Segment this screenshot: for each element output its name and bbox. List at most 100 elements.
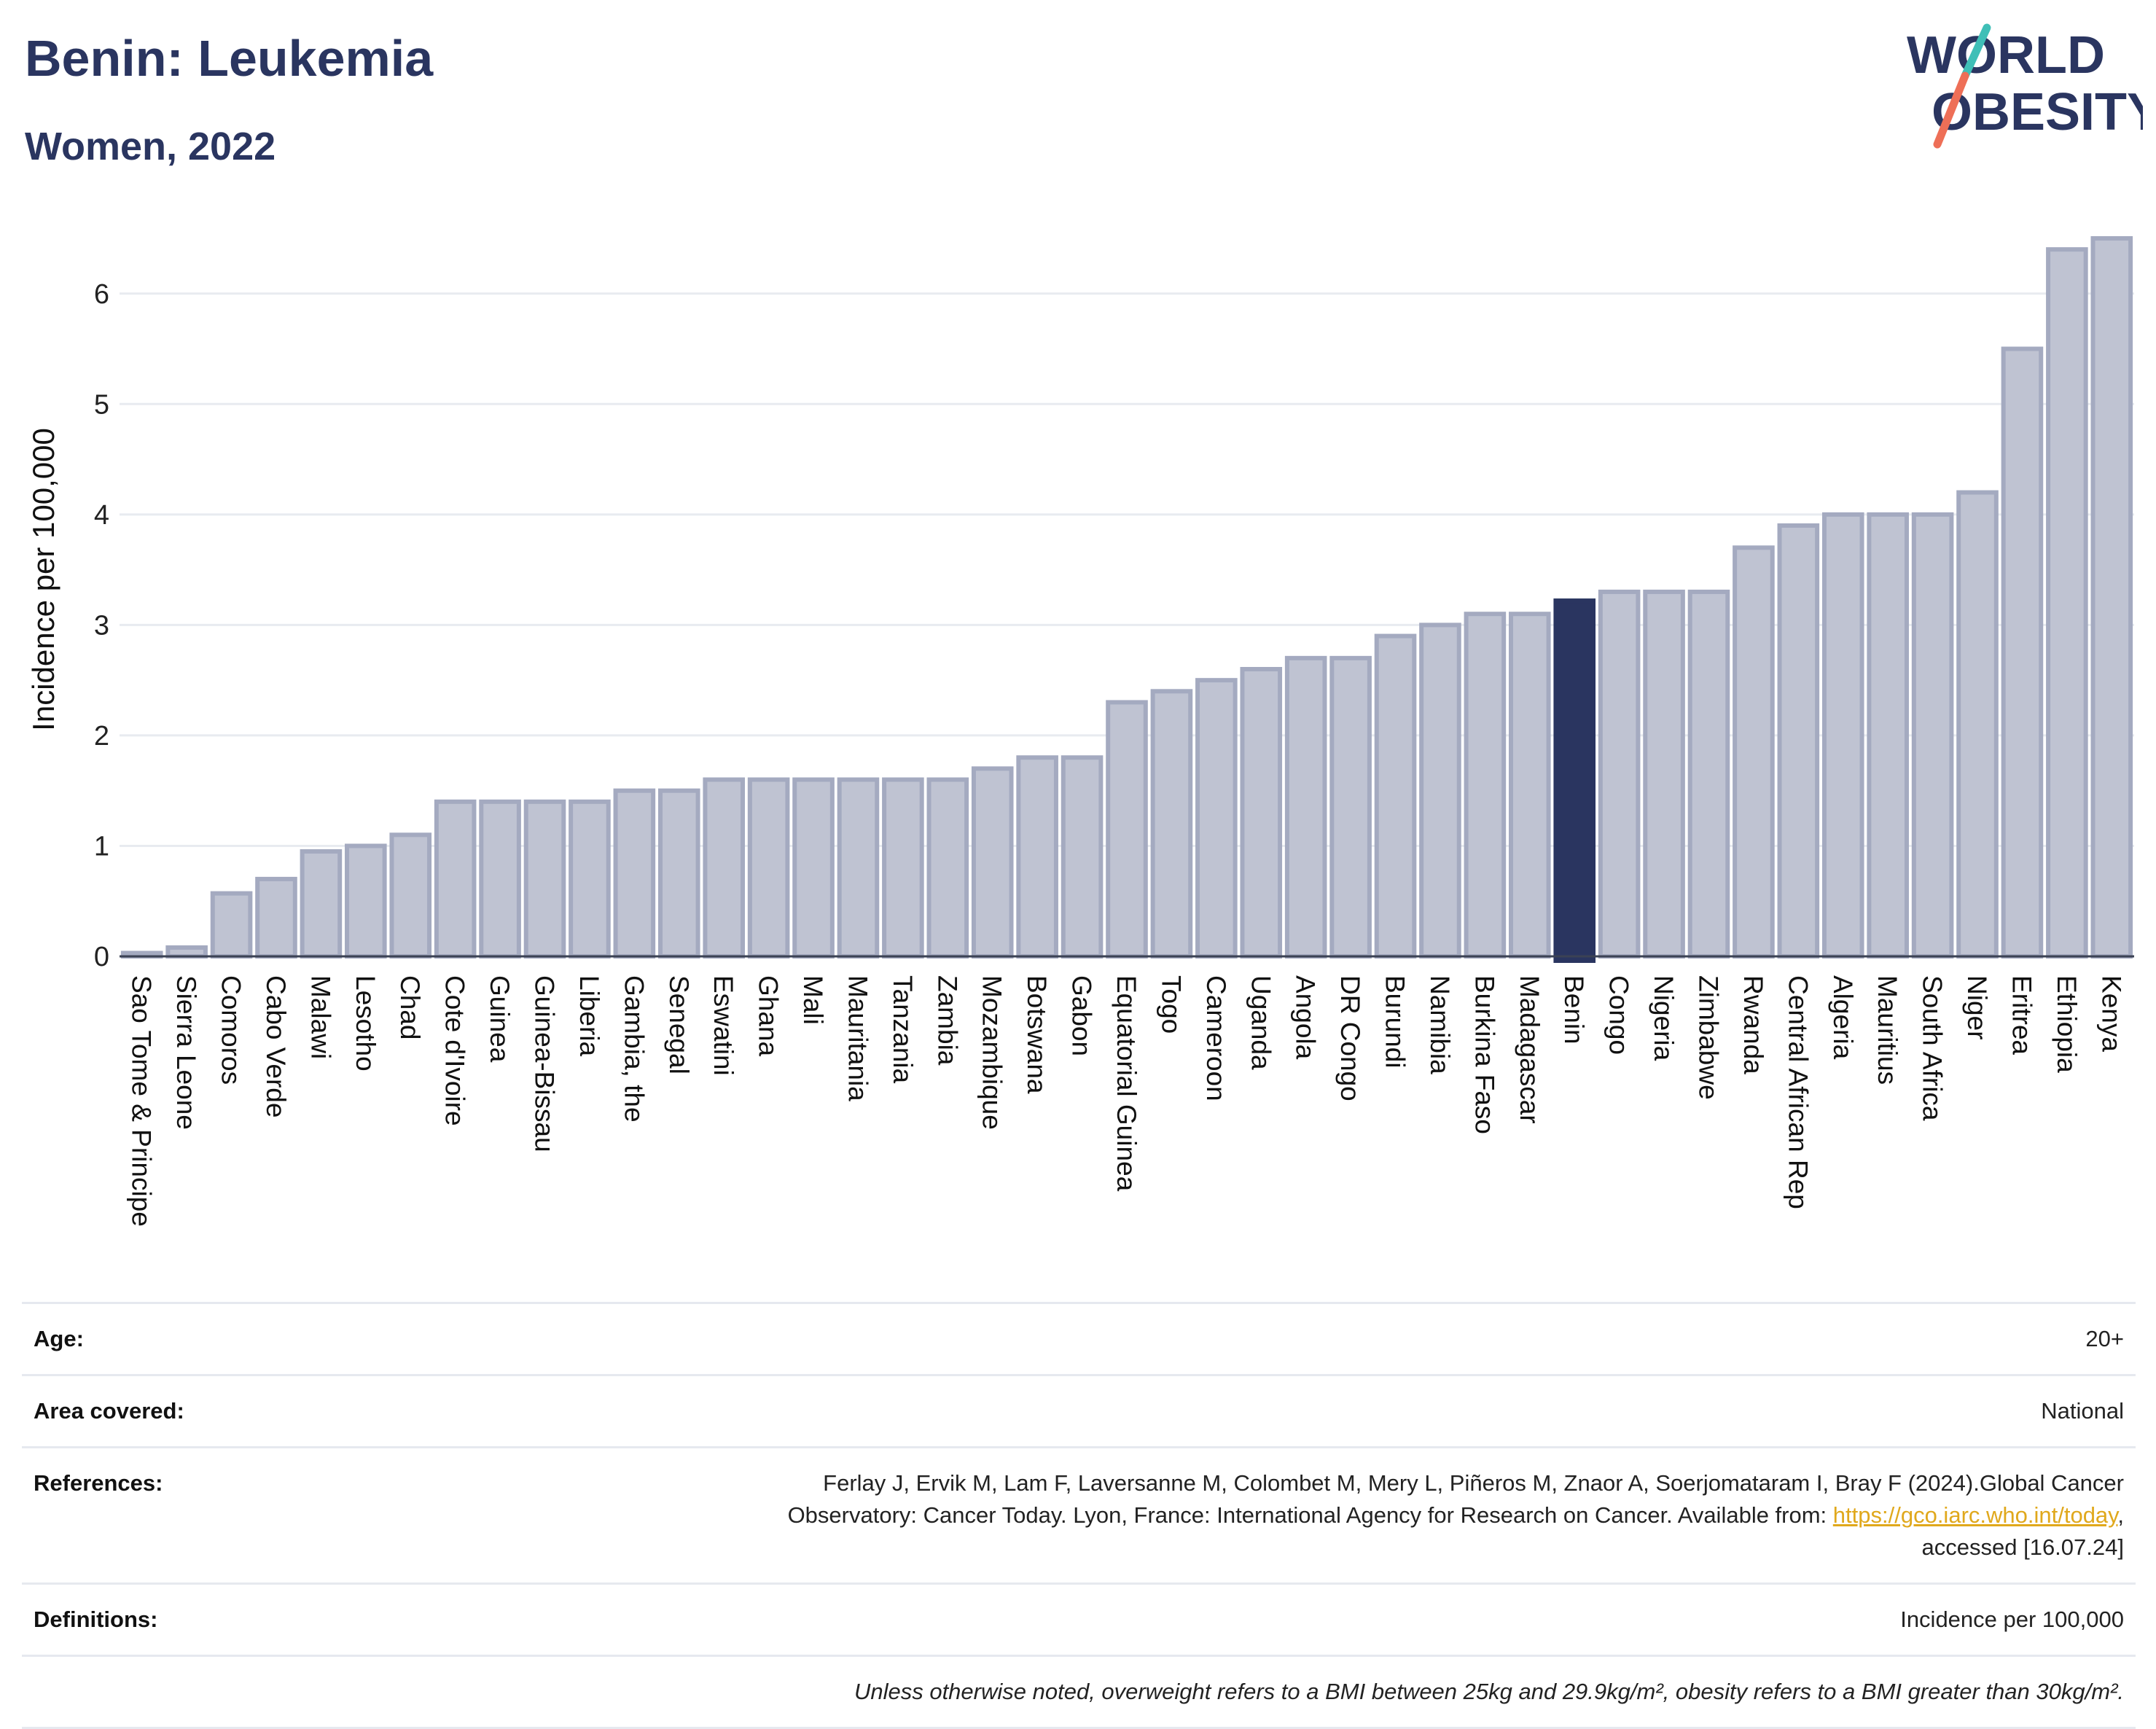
y-tick-label: 0: [94, 942, 109, 972]
x-tick-label: Rwanda: [1738, 975, 1768, 1074]
x-tick-label: Zimbabwe: [1693, 975, 1723, 1100]
y-tick-label: 2: [94, 721, 109, 752]
x-tick-label: Kenya: [2096, 975, 2126, 1052]
bar-sierra-leone: [165, 945, 208, 959]
bar-niger: [1956, 490, 1999, 959]
x-tick-label: Liberia: [574, 975, 604, 1056]
x-tick-label: Mozambique: [977, 975, 1007, 1130]
bar-nigeria: [1643, 589, 1685, 959]
bar-botswana: [1016, 755, 1058, 959]
bar-eritrea: [2001, 346, 2044, 959]
x-tick-label: Cabo Verde: [261, 975, 291, 1117]
bar-central-african-rep: [1777, 523, 1820, 959]
meta-row-note: Unless otherwise noted, overweight refer…: [22, 1655, 2136, 1729]
x-tick-label: Malawi: [305, 975, 335, 1059]
x-tick-label: Madagascar: [1515, 975, 1544, 1124]
bar-lesotho: [345, 843, 387, 959]
bar-south-africa: [1911, 512, 1954, 959]
x-tick-label: Niger: [1962, 975, 1992, 1039]
bar-guinea: [479, 799, 521, 959]
chart-subtitle: Women, 2022: [25, 125, 276, 168]
bar-cabo-verde: [255, 876, 297, 959]
area-value: National: [351, 1374, 2136, 1448]
bar-burkina-faso: [1464, 612, 1507, 959]
x-axis: Sao Tome & Principe Sierra Leone Comoros Ca…: [120, 955, 2134, 1227]
y-tick-label: 1: [94, 831, 109, 862]
x-tick-label: South Africa: [1918, 975, 1948, 1121]
x-tick-label: Benin: [1559, 975, 1589, 1045]
x-tick-label: Mauritius: [1872, 975, 1902, 1085]
logo-slash-top: [1961, 23, 1991, 80]
x-tick-label: Lesotho: [351, 975, 380, 1072]
references-link[interactable]: https://gco.iarc.who.int/today: [1832, 1502, 2118, 1528]
bar-mauritania: [837, 777, 880, 959]
bar-eswatini: [703, 777, 745, 959]
bar-benin: [1553, 598, 1596, 963]
x-tick-label: Togo: [1156, 975, 1186, 1034]
x-tick-label: Sao Tome & Principe: [127, 975, 157, 1227]
bar-guinea-bissau: [523, 799, 566, 959]
age-value: 20+: [351, 1302, 2136, 1376]
x-tick-label: Burundi: [1380, 975, 1410, 1069]
x-tick-label: Ethiopia: [2052, 975, 2082, 1073]
x-tick-label: Guinea: [485, 975, 515, 1063]
bar-liberia: [569, 799, 611, 959]
definitions-value: Incidence per 100,000: [351, 1582, 2136, 1657]
bar-zimbabwe: [1687, 589, 1730, 959]
bar-namibia: [1419, 622, 1461, 959]
references-line1: Ferlay J, Ervik M, Lam F, Laversanne M, …: [823, 1470, 2124, 1496]
x-tick-label: DR Congo: [1335, 975, 1365, 1101]
logo-text-world: WORLD: [1907, 26, 2105, 85]
x-tick-label: Cote d'Ivoire: [440, 975, 470, 1126]
references-value: Ferlay J, Ervik M, Lam F, Laversanne M, …: [351, 1446, 2136, 1585]
x-tick-label: Gabon: [1067, 975, 1097, 1056]
bar-mali: [792, 777, 835, 959]
x-tick-label: Guinea-Bissau: [530, 975, 560, 1152]
x-tick-label: Namibia: [1425, 975, 1455, 1074]
x-tick-label: Nigeria: [1649, 975, 1679, 1061]
x-tick-label: Eritrea: [2007, 975, 2036, 1055]
bar-mauritius: [1867, 512, 1909, 959]
x-tick-label: Gambia, the: [619, 975, 649, 1123]
references-label: References:: [22, 1446, 351, 1585]
x-tick-label: Burkina Faso: [1469, 975, 1499, 1134]
x-tick-label: Sierra Leone: [171, 975, 201, 1130]
references-line3: accessed [16.07.24]: [1921, 1534, 2124, 1560]
bars: [120, 236, 2133, 963]
x-tick-label: Ghana: [754, 975, 784, 1057]
bar-ghana: [747, 777, 790, 959]
bar-congo: [1598, 589, 1641, 959]
x-tick-label: Congo: [1604, 975, 1634, 1055]
meta-row-age: Age: 20+: [22, 1302, 2136, 1376]
age-label: Age:: [22, 1302, 351, 1376]
bar-madagascar: [1509, 612, 1551, 959]
x-tick-label: Comoros: [216, 975, 246, 1085]
x-tick-label: Angola: [1291, 975, 1321, 1060]
bar-cote-d-ivoire: [434, 799, 477, 959]
x-tick-label: Cameroon: [1201, 975, 1231, 1101]
bar-tanzania: [882, 777, 924, 959]
x-tick-label: Mali: [798, 975, 828, 1025]
x-tick-label: Botswana: [1022, 975, 1052, 1094]
bar-burundi: [1374, 633, 1417, 959]
bar-malawi: [300, 849, 343, 959]
area-label: Area covered:: [22, 1374, 351, 1448]
x-tick-label: Tanzania: [888, 975, 918, 1084]
x-tick-label: Mauritania: [843, 975, 872, 1101]
y-tick-label: 3: [94, 610, 109, 641]
logo-text-obesity: OBESITY: [1932, 83, 2143, 141]
bar-senegal: [657, 788, 700, 959]
bar-zambia: [926, 777, 969, 959]
y-axis: 0 1 2 3 4 5 6: [94, 279, 109, 972]
x-tick-label: Zambia: [932, 975, 962, 1066]
bar-gambia-the: [613, 788, 656, 959]
x-tick-label: Uganda: [1246, 975, 1276, 1070]
references-comma: ,: [2117, 1502, 2124, 1528]
meta-row-area: Area covered: National: [22, 1374, 2136, 1448]
bar-mozambique: [971, 766, 1014, 959]
meta-row-references: References: Ferlay J, Ervik M, Lam F, La…: [22, 1446, 2136, 1585]
bar-rwanda: [1733, 545, 1775, 959]
x-tick-label: Equatorial Guinea: [1112, 975, 1141, 1192]
bar-kenya: [2090, 236, 2133, 959]
bar-algeria: [1821, 512, 1864, 959]
